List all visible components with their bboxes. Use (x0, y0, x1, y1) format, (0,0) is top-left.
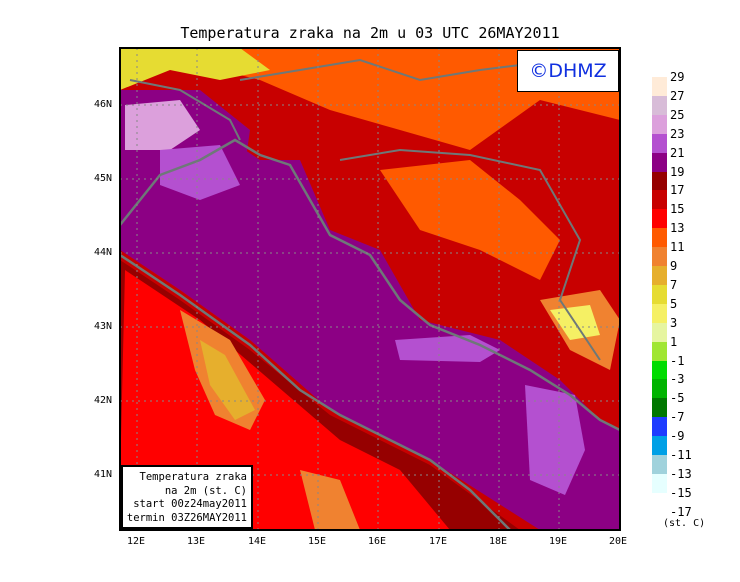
info-line: termin 03Z26MAY2011 (126, 511, 247, 524)
legend-label: 21 (670, 145, 685, 160)
lat-label: 42N (94, 395, 113, 406)
lon-label: 16E (368, 536, 387, 547)
legend-swatch (652, 95, 667, 115)
grid-lines (120, 48, 620, 530)
lat-label: 43N (94, 321, 113, 332)
legend-swatch (652, 247, 667, 267)
legend-swatch (652, 379, 667, 399)
legend-swatch (652, 436, 667, 456)
legend-label: -5 (670, 391, 685, 406)
map-frame (119, 47, 621, 531)
coastline (120, 58, 620, 530)
lat-label: 41N (94, 469, 113, 480)
legend-swatch (652, 341, 667, 361)
legend-swatch (652, 152, 667, 172)
legend-label: 23 (670, 126, 685, 141)
legend-label: 13 (670, 221, 685, 236)
legend-swatch (652, 303, 667, 323)
legend-swatch (652, 133, 667, 153)
legend-swatch (652, 284, 667, 304)
legend-unit: (st. C) (663, 518, 706, 529)
legend-label: -17 (670, 504, 692, 519)
legend-label: -3 (670, 372, 685, 387)
lon-label: 15E (308, 536, 327, 547)
legend-label: 25 (670, 107, 685, 122)
legend-label: 27 (670, 88, 685, 103)
dhmz-logo: ©DHMZ (517, 50, 619, 92)
legend-label: -15 (670, 485, 692, 500)
legend-label: 9 (670, 259, 678, 273)
legend-label: -1 (670, 353, 685, 368)
legend-swatch (652, 190, 667, 210)
lat-label: 45N (94, 173, 113, 184)
legend-swatch (652, 398, 667, 418)
map-title: Temperatura zraka na 2m u 03 UTC 26MAY20… (180, 24, 560, 42)
legend-label: -13 (670, 466, 692, 481)
legend-swatch (652, 171, 667, 191)
info-line: Temperatura zraka (139, 471, 247, 483)
legend-label: 15 (670, 202, 685, 217)
lat-label: 44N (94, 247, 113, 258)
legend-swatch (652, 77, 667, 96)
legend-label: -9 (670, 429, 685, 444)
legend-swatch (652, 322, 667, 342)
legend-label: -11 (670, 448, 692, 462)
alps-yellow-area (120, 48, 270, 90)
legend-swatch (652, 360, 667, 380)
legend-label: -7 (670, 410, 685, 425)
legend-swatch (652, 209, 667, 229)
legend-label: 11 (670, 240, 685, 255)
lat-label: 46N (94, 99, 113, 110)
info-line: na 2m (st. C) (164, 484, 247, 497)
legend-label: 5 (670, 296, 678, 311)
lon-label: 14E (248, 536, 267, 547)
lon-label: 20E (609, 536, 628, 547)
legend-label: 1 (670, 334, 678, 349)
legend-swatch (652, 455, 667, 474)
legend-swatch (652, 473, 667, 493)
legend-swatch (652, 417, 667, 437)
balkan-orange-area (380, 160, 560, 280)
lon-label: 12E (127, 536, 146, 547)
lon-label: 19E (549, 536, 568, 547)
legend-label: 17 (670, 183, 685, 198)
adriatic-sea-area (120, 140, 620, 530)
info-line: start 00z24may2011 (133, 498, 247, 510)
lon-label: 18E (489, 536, 508, 547)
legend-swatch (652, 114, 667, 134)
legend-swatch (652, 266, 667, 285)
legend-swatch (652, 228, 667, 248)
legend-label: 19 (670, 164, 685, 179)
info-box: Temperatura zraka na 2m (st. C) start 00… (121, 465, 253, 529)
legend-label: 3 (670, 315, 678, 330)
lon-label: 13E (187, 536, 206, 547)
lon-label: 17E (429, 536, 448, 547)
legend-label: 29 (670, 70, 685, 84)
legend-label: 7 (670, 277, 678, 292)
